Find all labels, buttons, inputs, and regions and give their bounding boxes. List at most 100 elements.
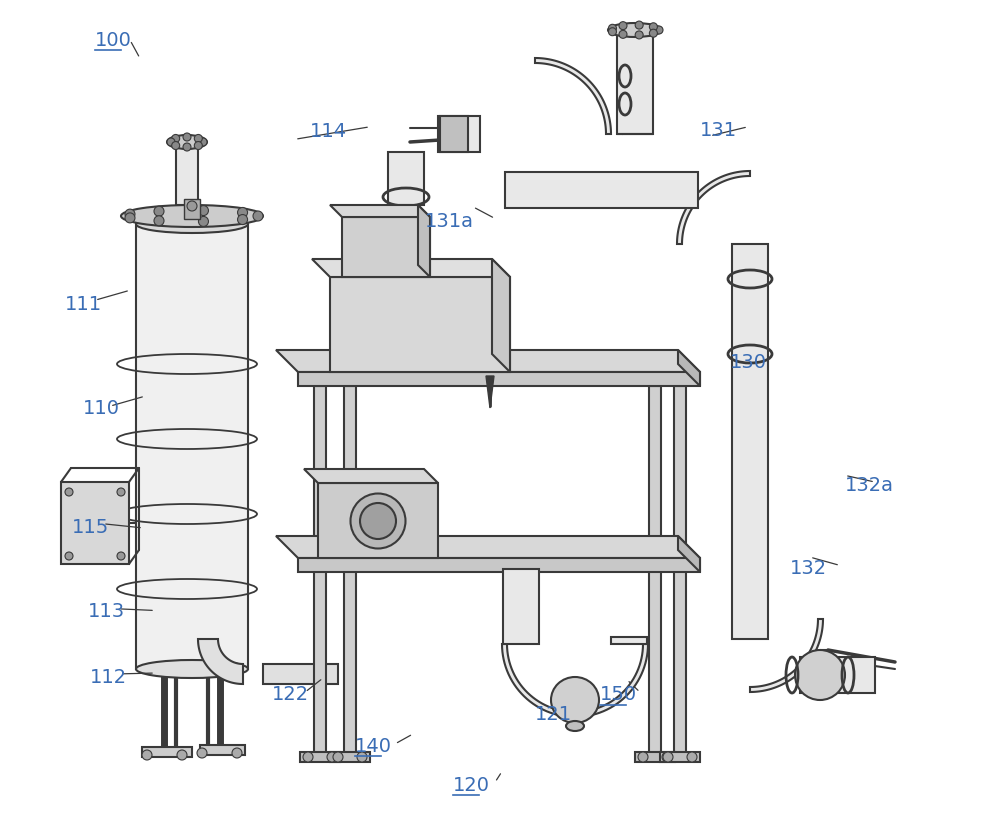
Bar: [298, 372, 700, 386]
Text: 114: 114: [310, 123, 347, 141]
Circle shape: [197, 748, 207, 758]
Circle shape: [608, 28, 616, 36]
Ellipse shape: [360, 503, 396, 539]
Bar: [314, 571, 326, 754]
Polygon shape: [678, 536, 700, 572]
Circle shape: [655, 26, 663, 34]
Bar: [344, 571, 356, 754]
Circle shape: [649, 29, 657, 38]
Text: 140: 140: [355, 737, 392, 756]
Polygon shape: [503, 569, 539, 644]
Bar: [649, 571, 661, 754]
Polygon shape: [276, 350, 700, 372]
Text: 111: 111: [65, 295, 102, 314]
Bar: [674, 571, 686, 754]
Circle shape: [183, 143, 191, 151]
Bar: [344, 386, 356, 560]
Text: 100: 100: [95, 31, 132, 49]
Polygon shape: [750, 619, 823, 692]
Polygon shape: [198, 639, 243, 684]
Bar: [61, 482, 129, 564]
Ellipse shape: [795, 650, 845, 700]
Circle shape: [638, 752, 648, 762]
Circle shape: [167, 138, 175, 146]
Bar: [184, 199, 200, 219]
Circle shape: [253, 211, 263, 221]
Circle shape: [619, 22, 627, 30]
Polygon shape: [438, 116, 480, 152]
Circle shape: [154, 206, 164, 216]
Circle shape: [125, 213, 135, 223]
Polygon shape: [486, 376, 494, 408]
Polygon shape: [263, 664, 338, 684]
Bar: [635, 752, 675, 762]
Polygon shape: [678, 350, 700, 386]
Circle shape: [662, 752, 672, 762]
Text: 132: 132: [790, 560, 827, 578]
Circle shape: [172, 134, 180, 143]
Text: 120: 120: [453, 776, 490, 795]
Ellipse shape: [121, 205, 263, 227]
Polygon shape: [304, 469, 438, 483]
Text: 150: 150: [600, 686, 637, 704]
Circle shape: [608, 24, 616, 33]
Ellipse shape: [351, 494, 406, 549]
Polygon shape: [505, 172, 698, 208]
Circle shape: [198, 216, 208, 226]
Bar: [200, 745, 245, 755]
Circle shape: [125, 209, 135, 219]
Text: 131a: 131a: [425, 213, 474, 231]
Bar: [440, 116, 468, 152]
Circle shape: [649, 23, 657, 31]
Circle shape: [232, 748, 242, 758]
Polygon shape: [492, 259, 510, 372]
Circle shape: [117, 552, 125, 560]
Polygon shape: [611, 637, 647, 644]
Polygon shape: [176, 144, 198, 205]
Polygon shape: [418, 205, 430, 277]
Polygon shape: [617, 34, 653, 134]
Circle shape: [303, 752, 313, 762]
Bar: [330, 752, 370, 762]
Polygon shape: [502, 644, 648, 717]
Circle shape: [198, 206, 208, 215]
Circle shape: [117, 488, 125, 496]
Circle shape: [194, 134, 202, 143]
Text: 122: 122: [272, 686, 309, 704]
Ellipse shape: [167, 135, 207, 149]
Circle shape: [172, 142, 180, 149]
Bar: [674, 386, 686, 560]
Text: 121: 121: [535, 706, 572, 724]
Ellipse shape: [136, 660, 248, 678]
Circle shape: [635, 21, 643, 29]
Circle shape: [357, 752, 367, 762]
Ellipse shape: [551, 677, 599, 723]
Circle shape: [663, 752, 673, 762]
Ellipse shape: [608, 23, 662, 37]
Text: 131: 131: [700, 122, 737, 140]
Circle shape: [238, 214, 248, 224]
Circle shape: [194, 142, 202, 149]
Circle shape: [142, 750, 152, 760]
Circle shape: [199, 138, 207, 146]
Polygon shape: [330, 205, 430, 217]
Bar: [142, 747, 192, 757]
Text: 110: 110: [83, 399, 120, 418]
Circle shape: [154, 216, 164, 226]
Ellipse shape: [566, 721, 584, 731]
Circle shape: [635, 31, 643, 39]
Circle shape: [327, 752, 337, 762]
Text: 112: 112: [90, 668, 127, 686]
Bar: [660, 752, 700, 762]
Text: 113: 113: [88, 602, 125, 620]
Text: 115: 115: [72, 518, 109, 536]
Ellipse shape: [136, 215, 248, 233]
Polygon shape: [276, 536, 700, 558]
Circle shape: [619, 30, 627, 38]
Bar: [314, 386, 326, 560]
Bar: [330, 277, 510, 372]
Bar: [298, 558, 700, 572]
Bar: [136, 224, 248, 669]
Bar: [649, 386, 661, 560]
Polygon shape: [312, 259, 510, 277]
